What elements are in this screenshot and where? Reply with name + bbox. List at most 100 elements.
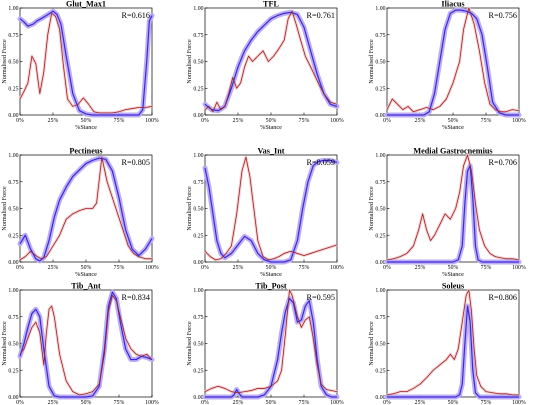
y-tick-label: 0.25	[193, 368, 203, 374]
plot-frame	[204, 7, 338, 116]
y-tick-label: 0.75	[8, 180, 18, 186]
y-axis-label: Normalised Force	[368, 186, 375, 231]
predicted-band-line	[384, 303, 522, 400]
panel-title: TFL	[263, 0, 279, 9]
r-value-label: R=0.616	[121, 11, 150, 20]
emg-band-line	[204, 9, 338, 114]
y-tick-label: 0.50	[375, 342, 385, 348]
y-tick-label: 0.25	[193, 233, 203, 239]
panel-vas-int: Vas_Int 0.00 0.25 0.50 0.75 1.00 0% 25% 50% 75% 10…	[186, 147, 344, 279]
r-value-label: R=0.834	[121, 293, 150, 302]
r-value-label: R=0.805	[121, 158, 150, 167]
x-tick-label: 75%	[481, 265, 492, 271]
predicted-force-line	[204, 11, 338, 112]
x-tick-label: 75%	[114, 400, 125, 405]
emg-line	[204, 10, 338, 113]
r-value-label: R=0.706	[488, 158, 517, 167]
x-tick-label: 50%	[266, 118, 277, 124]
r-value-label: R=0.761	[306, 11, 335, 20]
emg-band-line	[203, 155, 338, 262]
predicted-force-line	[387, 305, 519, 398]
panel-title: Vas_Int	[257, 147, 284, 156]
x-tick-label: 100%	[330, 400, 344, 405]
panel-title: Soleus	[442, 282, 464, 291]
x-tick-label: 25%	[415, 400, 426, 405]
y-tick-label: 0.25	[8, 368, 18, 374]
x-tick-label: 0%	[16, 118, 24, 124]
predicted-force-line	[387, 165, 519, 263]
y-axis-label: Normalised Force	[186, 186, 193, 231]
y-tick-label: 1.00	[375, 6, 385, 12]
y-tick-label: 0.50	[8, 342, 18, 348]
emg-band-line	[385, 6, 520, 114]
y-axis-label: Normalised Force	[186, 321, 193, 366]
x-tick-label: 100%	[330, 118, 344, 124]
panel-title: Glut_Max1	[66, 0, 106, 9]
x-axis-label: %Stance	[260, 124, 282, 131]
y-tick-label: 1.00	[375, 288, 385, 294]
predicted-force-line	[205, 297, 337, 398]
y-tick-label: 0.50	[193, 207, 203, 213]
x-tick-label: 100%	[145, 400, 159, 405]
emg-band-line	[18, 11, 153, 115]
panel-tib-ant: Tib_Ant 0.00 0.25 0.50 0.75 1.00 0% 25% 50% 75% 10…	[1, 282, 159, 405]
y-tick-label: 0.25	[375, 233, 385, 239]
emg-line	[386, 154, 520, 261]
y-tick-label: 0.75	[8, 33, 18, 39]
emg-line	[386, 289, 519, 396]
y-tick-label: 0.00	[8, 395, 18, 401]
y-axis-label: Normalised Force	[1, 39, 8, 84]
x-tick-label: 25%	[48, 118, 59, 124]
y-tick-label: 0.75	[193, 180, 203, 186]
panel-soleus: Soleus 0.00 0.25 0.50 0.75 1.00 0% 25% 50% 75% 100…	[368, 282, 526, 405]
y-tick-label: 0.00	[8, 113, 18, 119]
y-tick-label: 1.00	[193, 6, 203, 12]
y-tick-label: 0.50	[8, 207, 18, 213]
emg-line	[19, 12, 153, 114]
x-tick-label: 50%	[448, 118, 459, 124]
y-tick-label: 0.00	[193, 113, 203, 119]
x-tick-label: 50%	[448, 265, 459, 271]
r-value-label: R=0.059	[306, 158, 335, 167]
x-tick-label: 25%	[233, 265, 244, 271]
y-tick-label: 1.00	[8, 288, 18, 294]
panel-medial-gastrocnemius: Medial Gastrocnemius 0.00 0.25 0.50 0.75 1.00…	[368, 147, 526, 279]
x-tick-label: 0%	[383, 265, 391, 271]
r-value-label: R=0.595	[306, 293, 335, 302]
y-tick-label: 0.00	[193, 395, 203, 401]
y-axis-label: Normalised Force	[1, 186, 8, 231]
x-tick-label: 75%	[299, 265, 310, 271]
plot-frame	[386, 7, 520, 116]
y-tick-label: 0.25	[8, 86, 18, 92]
emg-band-line	[386, 153, 520, 262]
x-tick-label: 50%	[81, 400, 92, 405]
x-tick-label: 0%	[16, 400, 24, 405]
x-tick-label: 100%	[145, 265, 159, 271]
x-tick-label: 0%	[201, 400, 209, 405]
y-tick-label: 1.00	[193, 153, 203, 159]
y-axis-label: Normalised Force	[186, 39, 193, 84]
x-tick-label: 75%	[114, 118, 125, 124]
x-axis-label: %Stance	[442, 124, 464, 131]
y-tick-label: 1.00	[8, 153, 18, 159]
x-tick-label: 100%	[512, 118, 526, 124]
x-tick-label: 50%	[81, 265, 92, 271]
y-tick-label: 0.75	[193, 33, 203, 39]
panel-title: Pectineus	[69, 147, 102, 156]
predicted-band-line	[384, 7, 522, 118]
y-tick-label: 0.75	[375, 180, 385, 186]
y-tick-label: 0.50	[193, 60, 203, 66]
y-tick-label: 0.25	[375, 86, 385, 92]
x-tick-label: 50%	[266, 400, 277, 405]
panel-tib-post: Tib_Post 0.00 0.25 0.50 0.75 1.00 0% 25% 50% 75% 1…	[186, 282, 344, 405]
x-axis-label: %Stance	[75, 271, 97, 278]
y-tick-label: 0.75	[375, 33, 385, 39]
x-tick-label: 50%	[266, 265, 277, 271]
x-tick-label: 75%	[299, 400, 310, 405]
panel-glut-max1: Glut_Max1 0.00 0.25 0.50 0.75 1.00 0% 25% 50% 75%…	[1, 0, 159, 131]
x-tick-label: 0%	[383, 400, 391, 405]
predicted-force-line	[19, 291, 153, 398]
x-tick-label: 50%	[448, 400, 459, 405]
y-axis-label: Normalised Force	[368, 39, 375, 84]
